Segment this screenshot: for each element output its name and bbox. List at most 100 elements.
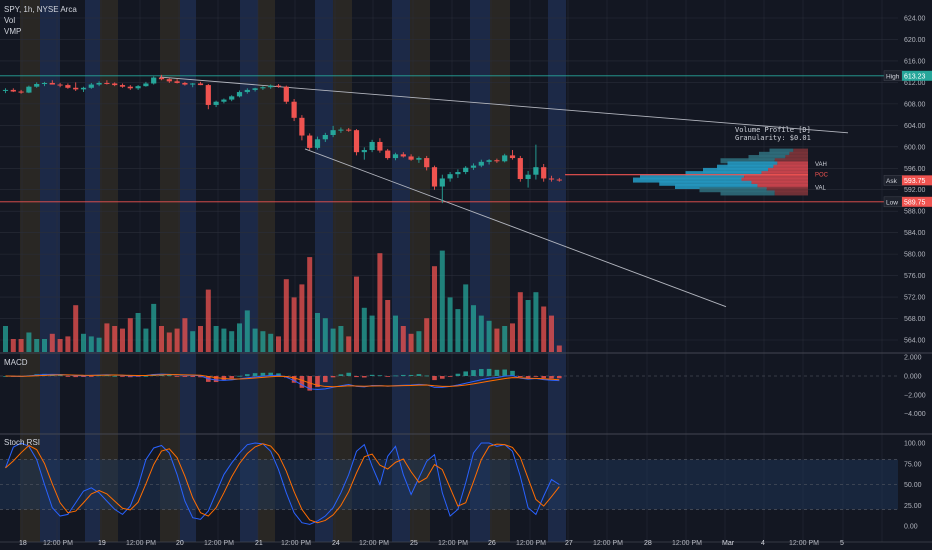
x-axis-label: 12:00 PM — [359, 540, 389, 547]
candle-body — [244, 89, 250, 93]
macd-histogram-bar — [198, 376, 203, 378]
volume-bar — [455, 309, 461, 352]
macd-histogram-bar — [245, 374, 250, 376]
macd-tick-label: 2.000 — [904, 355, 922, 362]
x-axis-label: 19 — [98, 540, 106, 547]
candle-body — [509, 155, 516, 159]
macd-histogram-bar — [315, 376, 320, 387]
volume-bar — [549, 315, 554, 352]
volume-profile-bar-sell — [766, 187, 808, 193]
macd-histogram-bar — [471, 370, 476, 376]
candle-body — [353, 130, 360, 153]
candle-body — [439, 178, 445, 187]
candle-body — [385, 150, 391, 159]
volume-bar — [42, 339, 47, 352]
x-axis-label: 12:00 PM — [516, 540, 546, 547]
session-band — [85, 0, 100, 542]
volume-bar — [291, 297, 297, 352]
macd-label: MACD — [4, 358, 28, 367]
candle-body — [96, 82, 102, 85]
stoch-d-line — [5, 443, 560, 524]
volume-profile-title: Volume Profile [D] — [735, 126, 811, 134]
volume-bar — [447, 297, 453, 352]
candle-body — [229, 96, 235, 100]
volume-profile-bar-buy — [659, 180, 752, 186]
candle-body — [65, 85, 71, 88]
high-marker-value-box — [902, 70, 932, 81]
volume-profile-bar-sell — [757, 184, 808, 190]
ask-marker-value-box — [902, 175, 932, 186]
trendline-upper — [159, 76, 849, 134]
macd-histogram-bar — [440, 376, 445, 379]
volume-profile-bar-sell — [774, 190, 808, 196]
macd-histogram-bar — [432, 376, 437, 381]
candle-body — [338, 129, 344, 131]
volume-bar — [322, 318, 328, 352]
volume-bar — [393, 315, 398, 352]
macd-histogram-bar — [479, 369, 484, 376]
volume-bar — [517, 292, 523, 352]
candle-body — [73, 87, 79, 90]
volume-bar — [213, 326, 219, 352]
macd-histogram-bar — [323, 376, 328, 383]
volume-profile-bar-buy — [685, 171, 762, 177]
volume-bar — [307, 257, 313, 352]
candle-body — [525, 174, 531, 179]
volume-profile-bar-sell — [774, 158, 808, 164]
symbol-title: SPY, 1h, NYSE Arca — [4, 5, 77, 14]
volume-profile-bar-sell — [768, 167, 808, 173]
volume-bar — [229, 331, 235, 352]
candle-body — [478, 161, 484, 166]
session-band — [180, 0, 196, 542]
macd-histogram-bar — [291, 376, 297, 383]
volume-bar — [88, 336, 94, 352]
price-tick-label: 596.00 — [904, 166, 926, 173]
macd-histogram-bar — [299, 376, 305, 388]
candle-body — [34, 84, 40, 87]
volume-bar — [182, 318, 188, 352]
macd-histogram-bar — [408, 374, 414, 376]
volume-bar — [135, 313, 141, 352]
volume-bar — [478, 315, 484, 352]
volume-bar — [244, 310, 250, 352]
ask-marker-label: Ask — [886, 178, 898, 185]
volume-profile-bar-buy — [748, 155, 786, 161]
x-axis-label: Mar — [722, 540, 735, 547]
candle-body — [541, 167, 547, 179]
candle-body — [104, 82, 110, 84]
ask-marker-value: 593.75 — [904, 178, 926, 185]
low-marker-label: Low — [886, 199, 898, 206]
volume-bar — [174, 328, 180, 352]
candle-body — [127, 86, 133, 89]
candle-body — [424, 158, 430, 168]
volume-bar — [400, 326, 406, 352]
volume-bar — [198, 326, 203, 352]
macd-histogram-bar — [128, 376, 133, 378]
macd-histogram-bar — [401, 374, 406, 376]
volume-profile-bar-buy — [720, 158, 775, 164]
volume-profile-bar-buy — [699, 187, 767, 193]
volume-bar — [556, 345, 562, 352]
session-band — [490, 0, 510, 542]
volume-bar — [190, 331, 196, 352]
x-axis-label: 12:00 PM — [126, 540, 156, 547]
macd-histogram-bar — [549, 376, 554, 379]
volume-profile-bar-sell — [744, 174, 808, 180]
price-tick-label: 564.00 — [904, 338, 926, 345]
candle-body — [57, 84, 63, 86]
price-tick-label: 588.00 — [904, 209, 926, 216]
volume-bar — [3, 326, 8, 352]
vol-label: Vol — [4, 16, 16, 25]
volume-bar — [57, 339, 63, 352]
candle-body — [392, 154, 399, 159]
x-axis-label: 12:00 PM — [43, 540, 73, 547]
volume-bar — [276, 336, 281, 352]
macd-histogram-bar — [541, 376, 546, 379]
macd-histogram-bar — [494, 369, 500, 376]
macd-histogram-bar — [89, 376, 94, 377]
macd-histogram-bar — [120, 376, 125, 377]
macd-histogram-bar — [143, 375, 149, 377]
price-tick-label: 600.00 — [904, 144, 926, 151]
